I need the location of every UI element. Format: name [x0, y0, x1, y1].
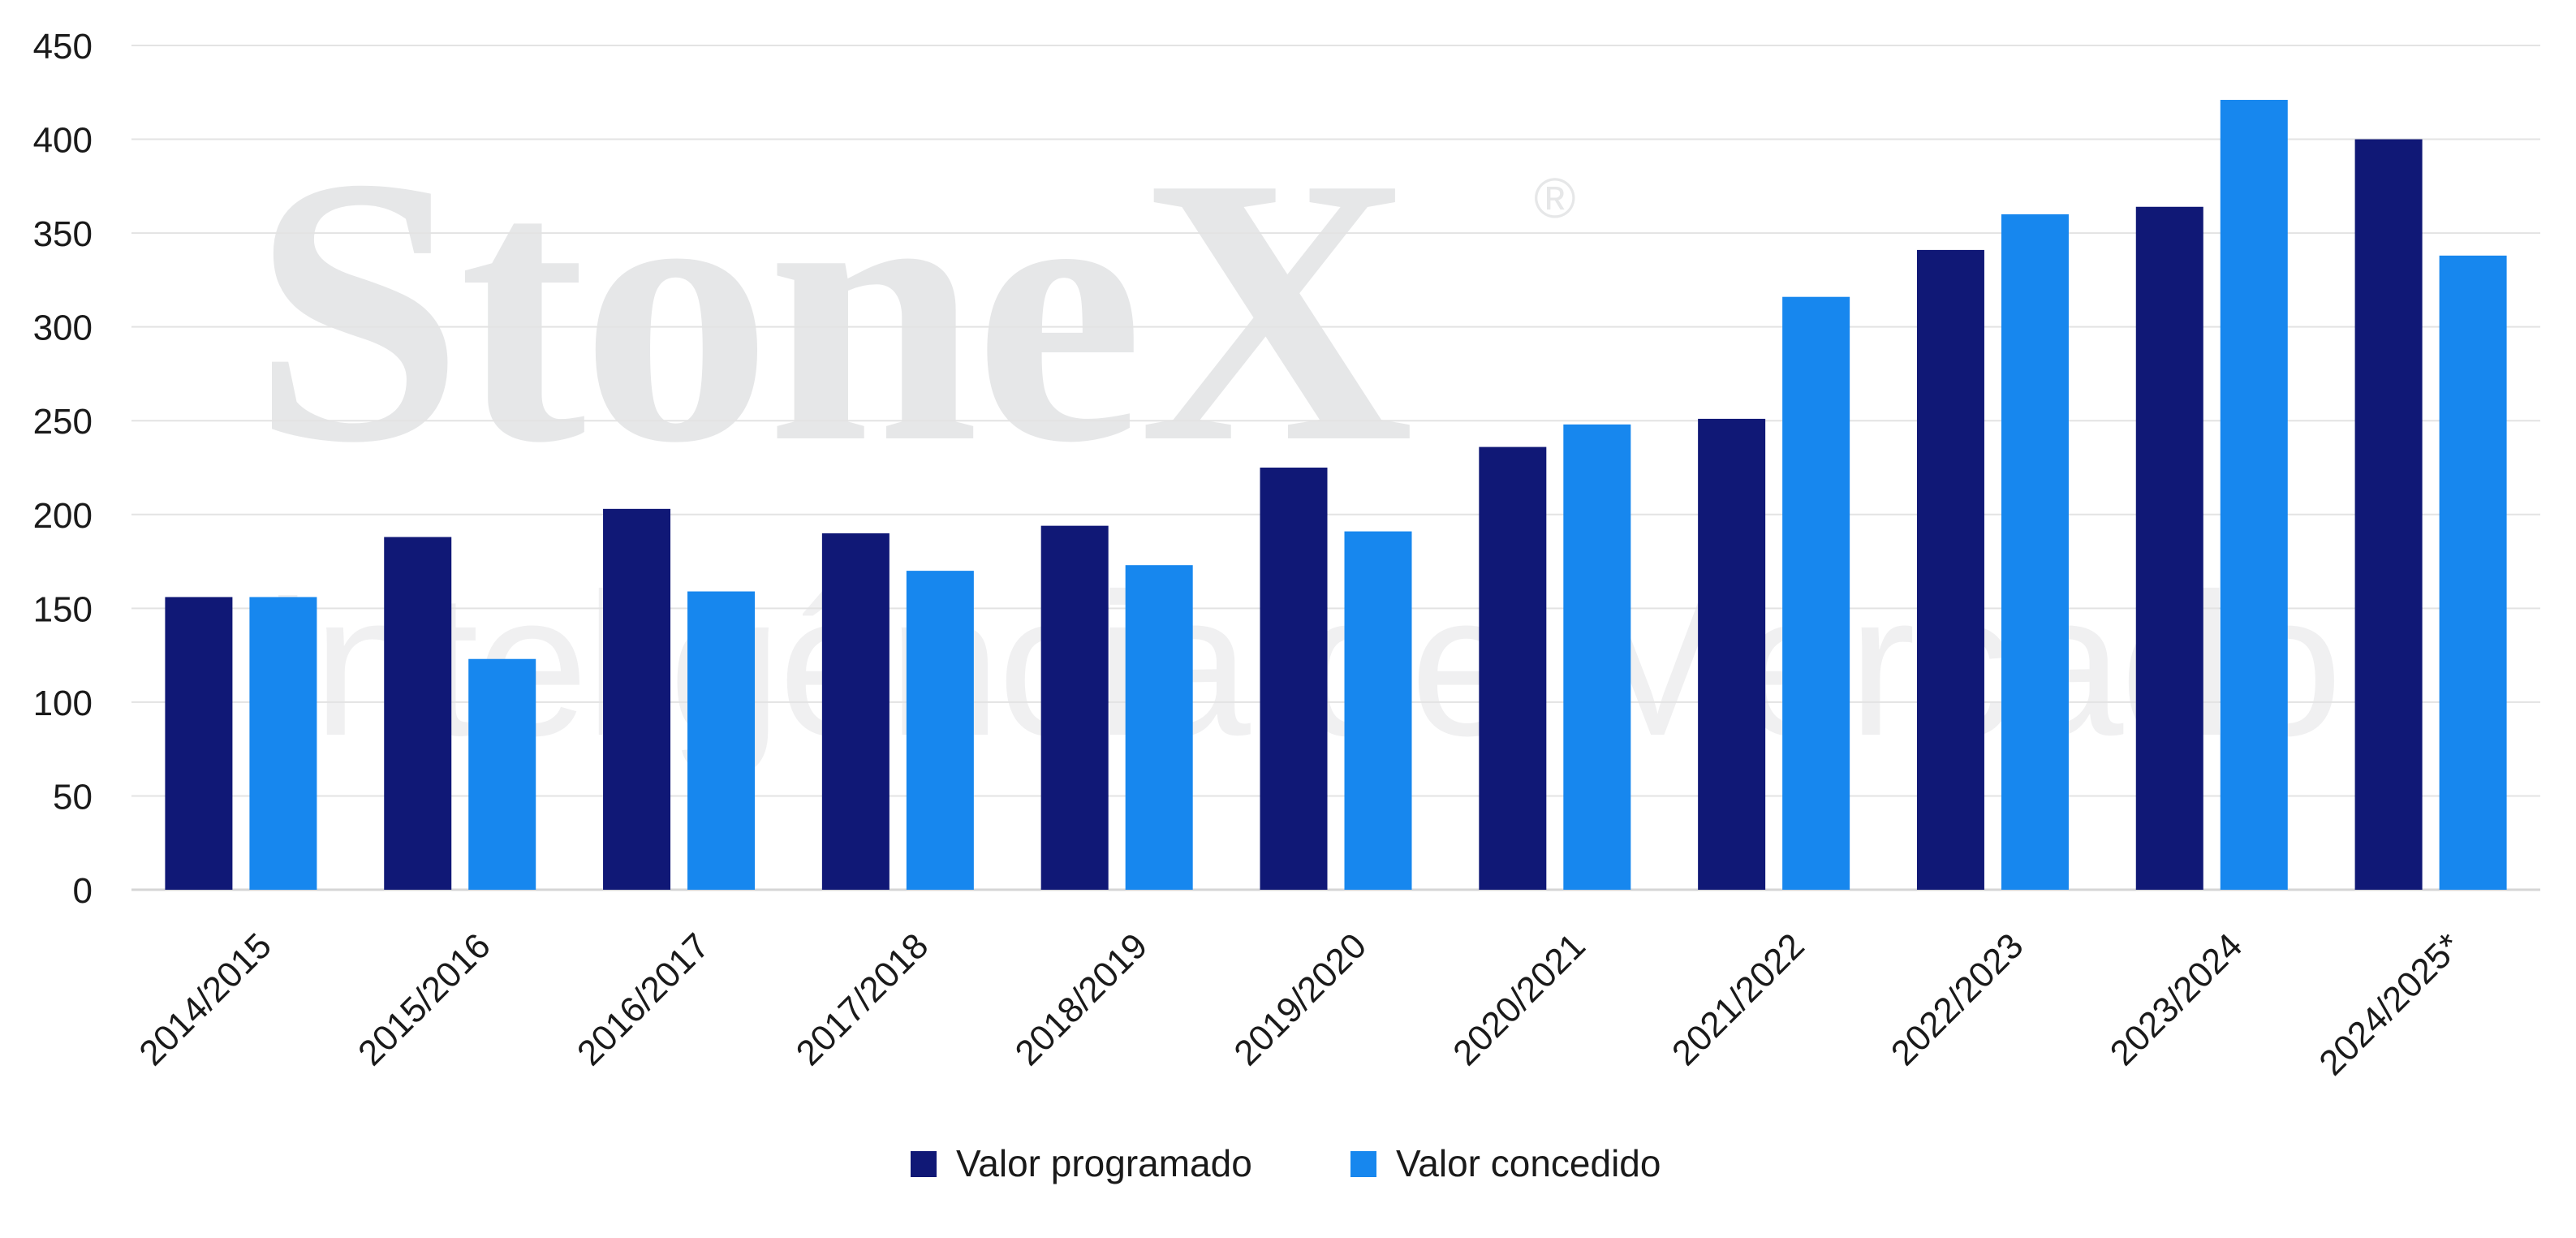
bar-programado-20222023	[1916, 249, 1984, 890]
bar-concedido-20142015	[249, 597, 317, 890]
bars	[165, 100, 2507, 891]
y-tick-label: 450	[33, 27, 93, 67]
y-axis-ticks: 0 50 100 150 200 250 300 350 400 450	[33, 27, 93, 911]
y-tick-label: 400	[33, 121, 93, 161]
x-tick-label: 2017/2018	[789, 925, 937, 1073]
y-tick-label: 0	[73, 871, 93, 911]
y-tick-label: 50	[53, 777, 93, 817]
bar-concedido-20182019	[1125, 565, 1193, 890]
x-tick-label: 2021/2022	[1665, 925, 1812, 1073]
x-tick-label: 2022/2023	[1884, 925, 2031, 1073]
legend-swatch	[1350, 1151, 1376, 1177]
bar-programado-20152016	[384, 537, 452, 890]
bar-concedido-20162017	[687, 591, 756, 890]
bar-programado-20142015	[165, 597, 233, 890]
x-tick-label: 2016/2017	[570, 925, 717, 1073]
legend-label: Valor concedido	[1396, 1142, 1661, 1184]
x-tick-label: 2020/2021	[1445, 925, 1593, 1073]
legend: Valor programado Valor concedido	[911, 1142, 1661, 1184]
y-tick-label: 200	[33, 496, 93, 536]
x-axis-ticks: 2014/2015 2015/2016 2016/2017 2017/2018 2018…	[131, 925, 2469, 1083]
legend-swatch	[911, 1151, 937, 1177]
x-tick-label: 2015/2016	[351, 925, 498, 1073]
bar-programado-20212022	[1698, 418, 1766, 890]
bar-concedido-20242025	[2439, 255, 2507, 890]
bar-concedido-20202021	[1563, 424, 1631, 890]
bar-programado-20232024	[2135, 206, 2203, 890]
bar-programado-20182019	[1040, 525, 1109, 890]
y-tick-label: 350	[33, 214, 93, 254]
y-tick-label: 100	[33, 684, 93, 723]
bar-concedido-20232024	[2220, 100, 2288, 891]
y-tick-label: 250	[33, 402, 93, 442]
legend-label: Valor programado	[956, 1142, 1252, 1184]
watermark-registered: ®	[1534, 166, 1576, 230]
y-tick-label: 300	[33, 308, 93, 348]
bar-programado-20172018	[821, 533, 890, 890]
x-tick-label: 2024/2025*	[2311, 925, 2469, 1083]
x-tick-label: 2018/2019	[1008, 925, 1156, 1073]
bar-concedido-20222023	[2001, 214, 2069, 890]
bar-programado-20192020	[1260, 468, 1328, 890]
x-tick-label: 2019/2020	[1226, 925, 1374, 1073]
watermark-brand: StoneX	[252, 98, 1413, 521]
bar-programado-20242025	[2354, 139, 2423, 891]
x-tick-label: 2023/2024	[2103, 925, 2251, 1073]
bar-programado-20202021	[1479, 446, 1547, 890]
bar-concedido-20152016	[468, 658, 536, 890]
y-tick-label: 150	[33, 589, 93, 629]
bar-concedido-20192020	[1344, 531, 1412, 890]
bar-programado-20162017	[603, 508, 671, 890]
bar-concedido-20212022	[1782, 296, 1850, 890]
bar-concedido-20172018	[906, 571, 974, 890]
x-tick-label: 2014/2015	[131, 925, 279, 1073]
